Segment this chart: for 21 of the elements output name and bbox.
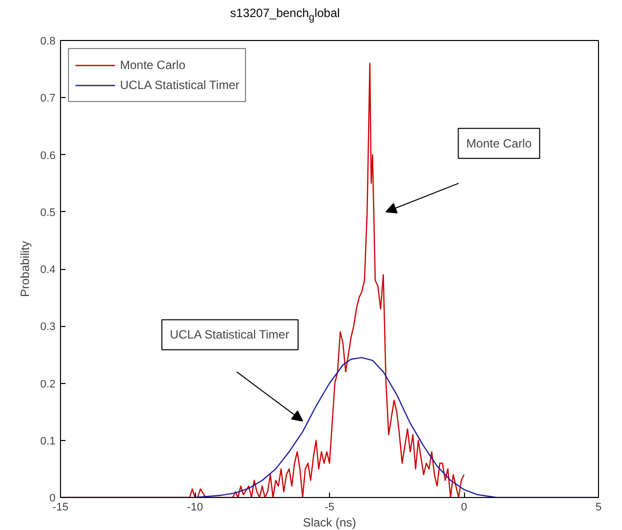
annotation: Monte Carlo: [466, 136, 532, 150]
x-tick-label: -10: [187, 502, 203, 514]
y-tick-label: 0.7: [40, 92, 56, 105]
y-axis-title: Probability: [18, 240, 32, 298]
y-tick-label: 0.6: [40, 150, 56, 162]
x-tick-label: -15: [52, 502, 68, 514]
annotation: UCLA Statistical Timer: [170, 328, 290, 342]
y-tick-label: 0.5: [40, 206, 56, 219]
y-tick-label: 0: [49, 492, 56, 504]
legend-label: Monte Carlo: [120, 58, 186, 72]
y-tick-label: 0.3: [40, 321, 56, 334]
x-tick-label: 0: [460, 502, 468, 514]
legend-label: UCLA Statistical Timer: [120, 78, 240, 92]
x-tick-label: -5: [324, 502, 334, 514]
x-axis-title: Slack (ns): [302, 516, 356, 530]
y-tick-label: 0.4: [40, 264, 56, 276]
x-tick-label: 5: [595, 502, 602, 514]
y-tick-label: 0.2: [40, 378, 56, 390]
y-tick-label: 0.8: [40, 36, 56, 48]
y-tick-label: 0.1: [40, 435, 56, 448]
chart-title: s13207_bench$_{g}$lobal: [229, 5, 341, 26]
